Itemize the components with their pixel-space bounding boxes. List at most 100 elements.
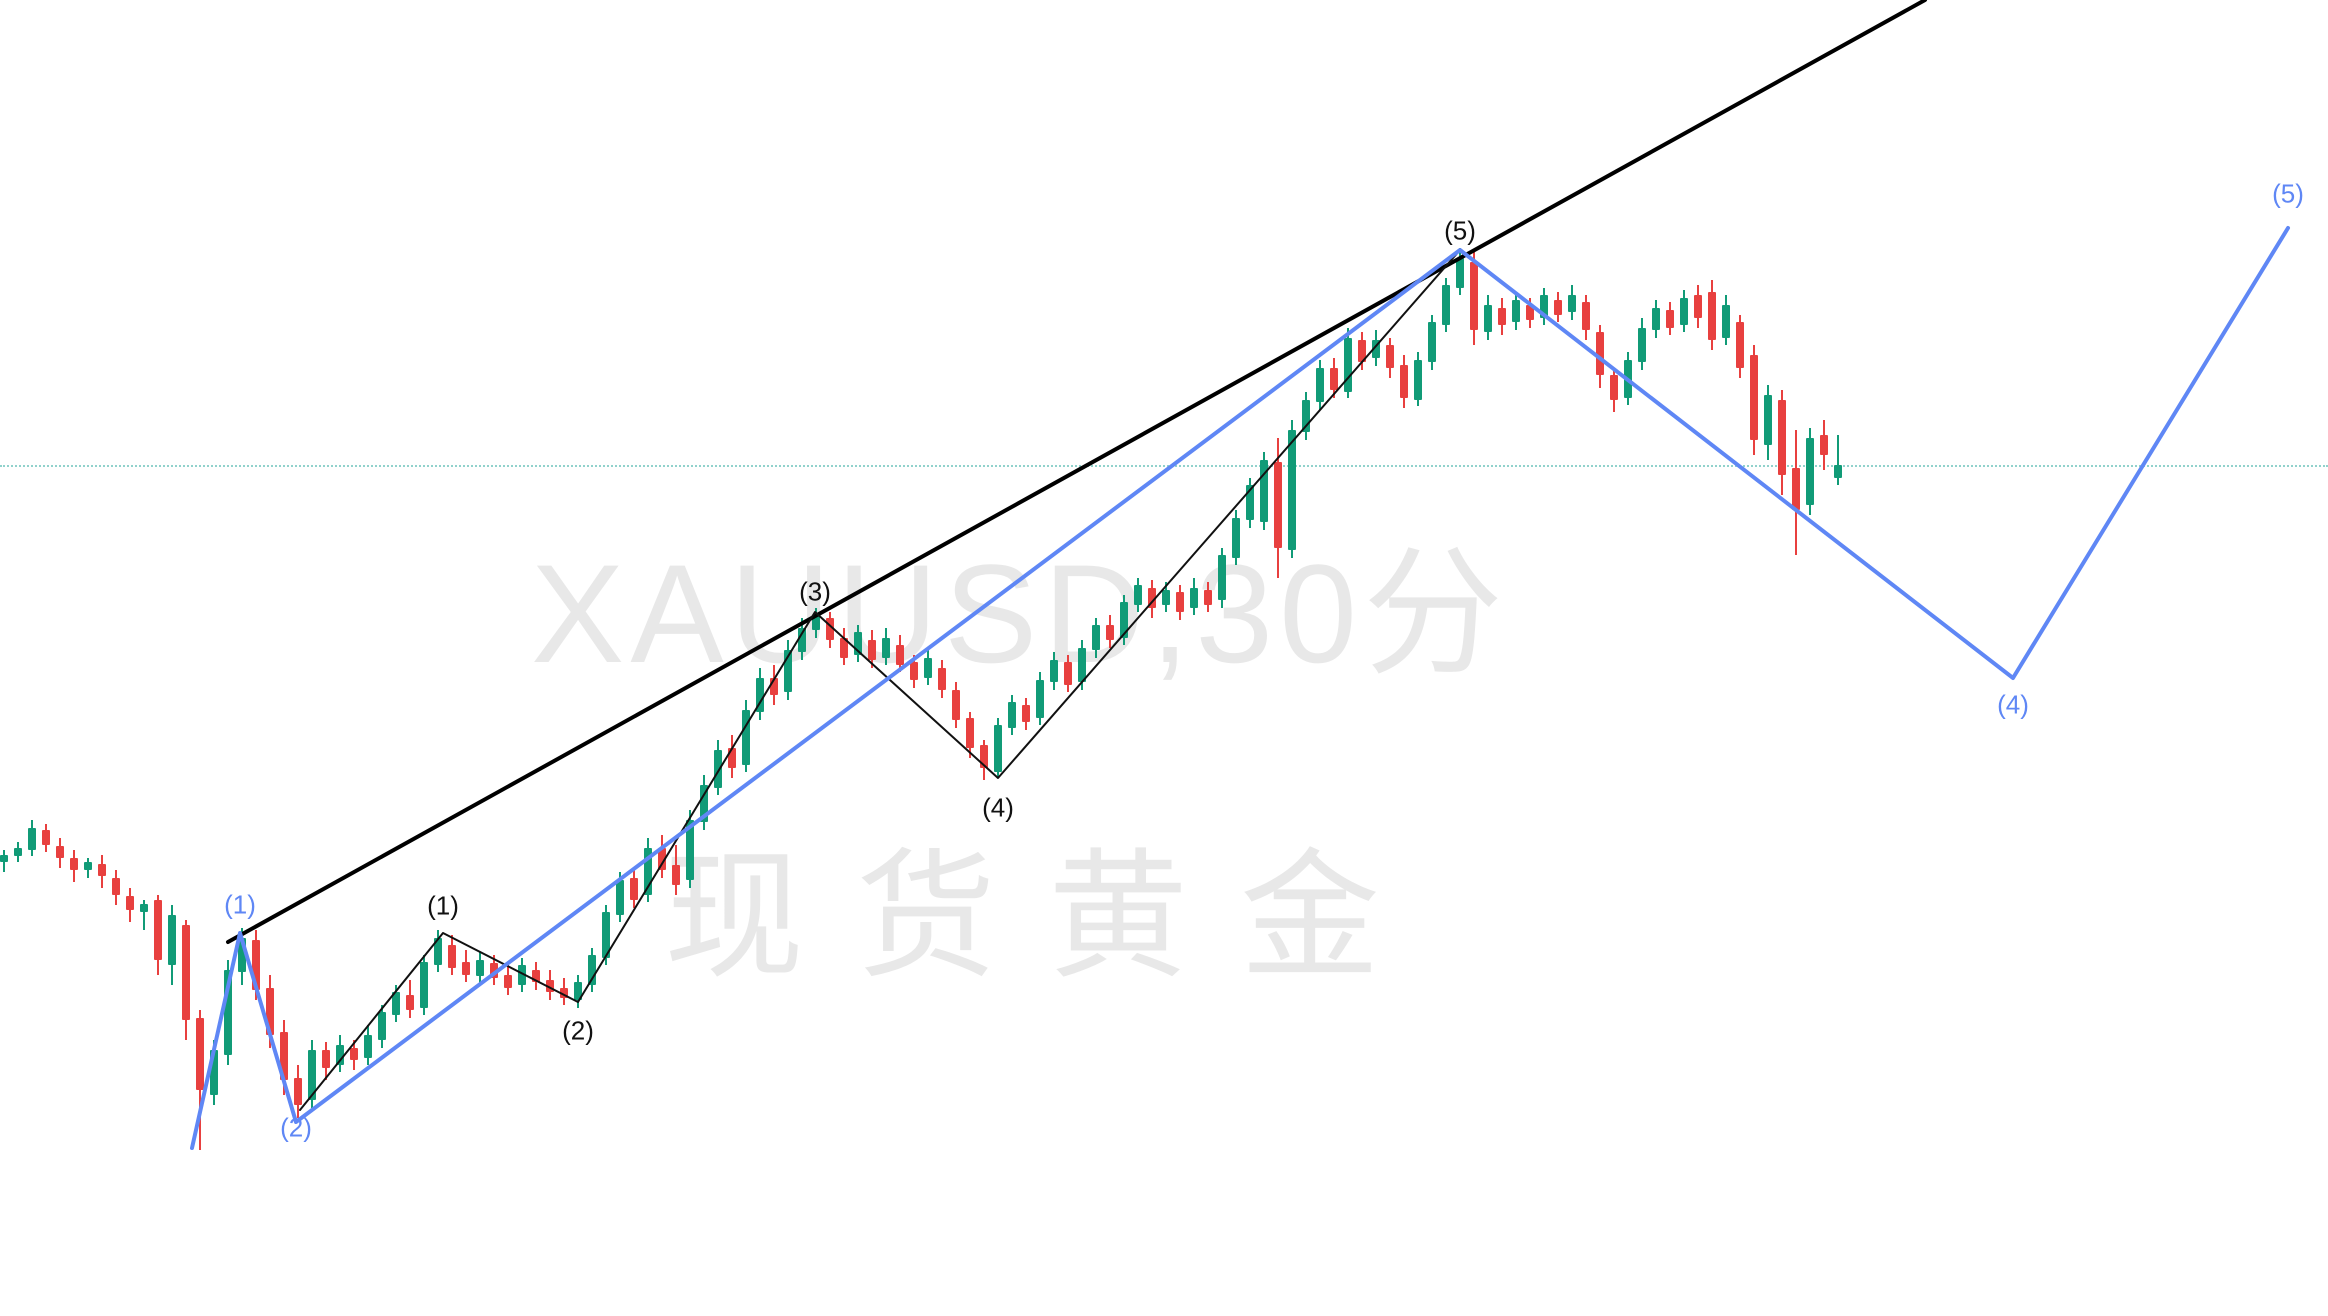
candle-body: [756, 678, 764, 712]
candle-body: [1344, 338, 1352, 392]
candle-body: [1498, 308, 1506, 325]
candle-body: [1414, 360, 1422, 400]
candle-body: [1470, 262, 1478, 330]
wave-label-blue-2: (2): [280, 1112, 312, 1143]
candle-body: [980, 745, 988, 768]
candle-body: [154, 900, 162, 960]
candle-body: [378, 1012, 386, 1040]
candle-body: [1708, 292, 1716, 340]
candle-body: [1428, 322, 1436, 362]
candle-body: [672, 865, 680, 885]
black-wave-line[interactable]: [299, 249, 1461, 1111]
candle-body: [1792, 468, 1800, 510]
candle-body: [1806, 438, 1814, 505]
candle-body: [1386, 345, 1394, 368]
candle-body: [546, 980, 554, 992]
candle-body: [462, 962, 470, 975]
candle-body: [826, 618, 834, 640]
candle-body: [742, 710, 750, 765]
candle-body: [1554, 300, 1562, 315]
wave-label-black-2: (2): [562, 1015, 594, 1046]
candle-body: [1750, 355, 1758, 440]
candle-body: [210, 1050, 218, 1095]
wave-label-black-4: (4): [982, 792, 1014, 823]
candle-body: [1260, 460, 1268, 522]
candle-body: [490, 963, 498, 978]
candle-body: [1820, 435, 1828, 455]
candle-body: [448, 945, 456, 968]
candle-body: [1148, 588, 1156, 608]
candle-body: [714, 750, 722, 788]
candle-body: [1722, 305, 1730, 338]
candle-body: [588, 955, 596, 985]
candle-body: [1036, 680, 1044, 718]
candle-body: [1442, 285, 1450, 325]
candle-body: [266, 988, 274, 1035]
candle-body: [1778, 400, 1786, 475]
candle-body: [938, 668, 946, 690]
wave-label-blue-1: (1): [224, 889, 256, 920]
candle-body: [1302, 400, 1310, 432]
candle-body: [1218, 555, 1226, 600]
candle-body: [98, 864, 106, 876]
candle-body: [868, 640, 876, 660]
candle-body: [784, 650, 792, 692]
candle-body: [1834, 465, 1842, 478]
candle-body: [658, 848, 666, 870]
candle-body: [434, 938, 442, 965]
trendline-line[interactable]: [226, 0, 1927, 944]
candle-body: [28, 828, 36, 850]
candle-body: [1288, 430, 1296, 550]
candle-body: [952, 690, 960, 720]
candle-body: [1176, 592, 1184, 612]
candle-body: [322, 1050, 330, 1068]
candle-body: [1358, 340, 1366, 362]
candle-body: [1680, 298, 1688, 325]
candle-body: [1694, 295, 1702, 318]
candle-body: [700, 785, 708, 822]
candle-body: [532, 970, 540, 982]
candle-body: [1022, 705, 1030, 722]
candle-body: [1274, 462, 1282, 548]
candle-wick: [1837, 435, 1839, 485]
candle-body: [630, 878, 638, 900]
candle-body: [1134, 585, 1142, 605]
candle-body: [238, 938, 246, 972]
candle-body: [1120, 602, 1128, 638]
candle-body: [1666, 310, 1674, 328]
watermark-symbol: XAUUSD,30分: [530, 535, 1510, 692]
candle-body: [182, 925, 190, 1020]
candle-body: [1050, 660, 1058, 682]
candle-body: [686, 820, 694, 880]
candle-body: [518, 965, 526, 985]
candle-body: [770, 678, 778, 695]
candle-body: [910, 662, 918, 680]
candle-body: [1568, 295, 1576, 312]
watermark-name: 现货黄金: [663, 838, 1433, 995]
candle-body: [1596, 332, 1604, 375]
candle-body: [728, 748, 736, 768]
candle-body: [1736, 322, 1744, 368]
candle-body: [56, 846, 64, 858]
candle-body: [1764, 395, 1772, 445]
blue-wave-line[interactable]: [190, 226, 2290, 1150]
candle-body: [1232, 518, 1240, 558]
candle-body: [420, 962, 428, 1008]
candle-body: [504, 975, 512, 988]
candle-body: [1512, 300, 1520, 322]
candle-body: [112, 878, 120, 895]
candle-body: [1652, 308, 1660, 330]
candle-body: [1246, 485, 1254, 520]
wave-label-blue-5: (5): [2272, 178, 2304, 209]
candle-body: [882, 638, 890, 658]
candle-body: [1330, 368, 1338, 390]
candle-body: [574, 982, 582, 1000]
last-price-line: [0, 465, 2328, 467]
candle-body: [896, 645, 904, 665]
candle-body: [1610, 375, 1618, 400]
wave-label-black-5: (5): [1444, 215, 1476, 246]
